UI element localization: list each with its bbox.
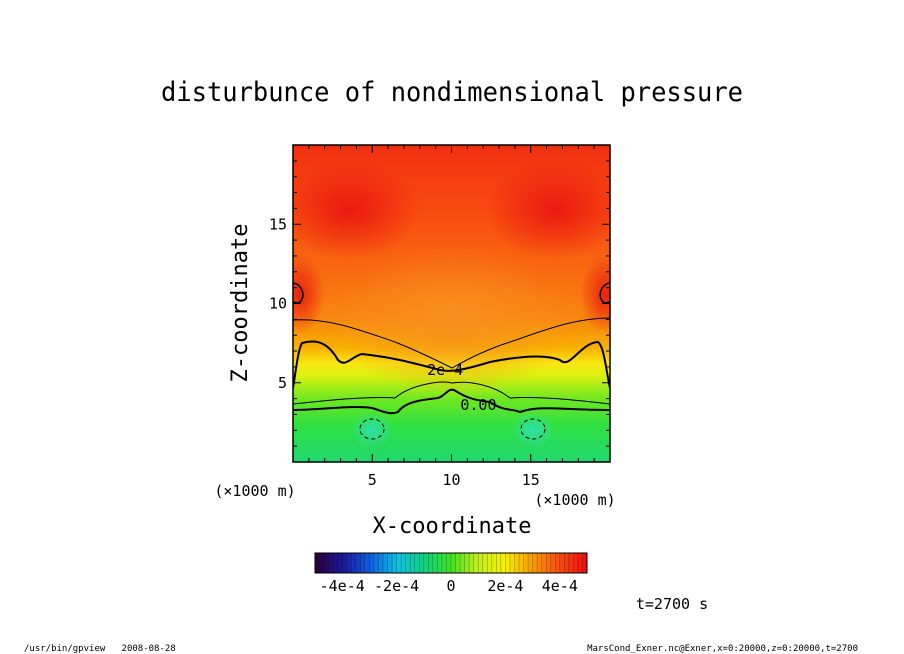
colorbar-cell bbox=[451, 553, 457, 573]
colorbar-cell bbox=[555, 553, 561, 573]
colorbar-cell bbox=[387, 553, 393, 573]
colorbar-cell bbox=[514, 553, 520, 573]
footer-left: /usr/bin/gpview 2008-08-28 bbox=[24, 644, 176, 654]
heatmap-field bbox=[293, 145, 610, 462]
colorbar-cell bbox=[401, 553, 407, 573]
colorbar-cell bbox=[469, 553, 475, 573]
contour-negative-right bbox=[520, 418, 546, 440]
colorbar-cell bbox=[482, 553, 488, 573]
colorbar-cell bbox=[582, 553, 588, 573]
colorbar-cell bbox=[523, 553, 529, 573]
colorbar-cell bbox=[564, 553, 570, 573]
contour-label: 0.00 bbox=[460, 396, 496, 414]
colorbar-cell bbox=[546, 553, 552, 573]
x-tick-label: 15 bbox=[522, 471, 540, 489]
colorbar-cell bbox=[487, 553, 493, 573]
colorbar-cell bbox=[423, 553, 429, 573]
colorbar-cell bbox=[319, 553, 325, 573]
colorbar-cell bbox=[419, 553, 425, 573]
x-tick-label: 10 bbox=[442, 471, 460, 489]
colorbar-cell bbox=[337, 553, 343, 573]
colorbar-cell bbox=[315, 553, 321, 573]
colorbar-cell bbox=[532, 553, 538, 573]
colorbar-cell bbox=[333, 553, 339, 573]
colorbar-cell bbox=[328, 553, 334, 573]
colorbar-cell bbox=[473, 553, 479, 573]
colorbar-cell bbox=[496, 553, 502, 573]
colorbar-cell bbox=[491, 553, 497, 573]
y-tick-label: 15 bbox=[269, 215, 287, 233]
colorbar-tick-label: 0 bbox=[446, 577, 455, 595]
footer-right: MarsCond_Exner.nc@Exner,x=0:20000,z=0:20… bbox=[587, 644, 858, 654]
colorbar-cell bbox=[528, 553, 534, 573]
colorbar-cell bbox=[455, 553, 461, 573]
y-axis-label: Z-coordinate bbox=[228, 224, 253, 383]
colorbar-cell bbox=[519, 553, 525, 573]
colorbar-tick-label: -4e-4 bbox=[320, 577, 365, 595]
colorbar-cell bbox=[505, 553, 511, 573]
colorbar-cell bbox=[500, 553, 506, 573]
x-tick-label: 5 bbox=[368, 471, 377, 489]
colorbar-cell bbox=[437, 553, 443, 573]
contour-line-upper bbox=[293, 317, 610, 369]
colorbar-cell bbox=[378, 553, 384, 573]
colorbar-cell bbox=[324, 553, 330, 573]
colorbar-cell bbox=[441, 553, 447, 573]
colorbar-frame bbox=[314, 552, 588, 574]
colorbar-cell bbox=[369, 553, 375, 573]
contour-side-left bbox=[293, 282, 304, 304]
colorbar-tick-label: -2e-4 bbox=[374, 577, 419, 595]
y-axis-unit: (×1000 m) bbox=[214, 482, 295, 500]
contour-line-0 bbox=[293, 388, 610, 415]
colorbar-cell bbox=[414, 553, 420, 573]
contour-line-lower bbox=[293, 381, 610, 405]
colorbar-cell bbox=[342, 553, 348, 573]
colorbar-cell bbox=[460, 553, 466, 573]
time-label: t=2700 s bbox=[636, 595, 708, 613]
y-tick-label: 10 bbox=[269, 295, 287, 313]
colorbar-cell bbox=[428, 553, 434, 573]
colorbar-cell bbox=[396, 553, 402, 573]
colorbar-cell bbox=[351, 553, 357, 573]
colorbar-tick-label: 2e-4 bbox=[487, 577, 523, 595]
x-axis-unit: (×1000 m) bbox=[534, 491, 615, 509]
colorbar-cell bbox=[464, 553, 470, 573]
colorbar-cell bbox=[559, 553, 565, 573]
chart-title: disturbunce of nondimensional pressure bbox=[161, 77, 743, 108]
contour-side-right bbox=[599, 282, 610, 304]
colorbar-cell bbox=[577, 553, 583, 573]
colorbar-cell bbox=[373, 553, 379, 573]
colorbar-cell bbox=[573, 553, 579, 573]
contour-negative-left bbox=[359, 418, 385, 440]
y-tick-label: 5 bbox=[278, 374, 287, 392]
colorbar: -4e-4 -2e-4 0 2e-4 4e-4 bbox=[314, 552, 588, 595]
x-axis-label: X-coordinate bbox=[373, 514, 532, 539]
colorbar-cell bbox=[509, 553, 515, 573]
contour-line-2e-4 bbox=[293, 340, 610, 389]
colorbar-tick-label: 4e-4 bbox=[542, 577, 578, 595]
colorbar-cell bbox=[410, 553, 416, 573]
colorbar-cell bbox=[360, 553, 366, 573]
colorbar-cell bbox=[446, 553, 452, 573]
colorbar-cell bbox=[405, 553, 411, 573]
colorbar-cell bbox=[432, 553, 438, 573]
colorbar-cell bbox=[364, 553, 370, 573]
colorbar-cell bbox=[383, 553, 389, 573]
colorbar-cell bbox=[541, 553, 547, 573]
colorbar-cell bbox=[392, 553, 398, 573]
colorbar-cell bbox=[478, 553, 484, 573]
contour-label: 2e-4 bbox=[427, 361, 463, 379]
colorbar-cell bbox=[550, 553, 556, 573]
colorbar-cell bbox=[537, 553, 543, 573]
colorbar-cell bbox=[346, 553, 352, 573]
colorbar-cell bbox=[355, 553, 361, 573]
colorbar-cell bbox=[568, 553, 574, 573]
